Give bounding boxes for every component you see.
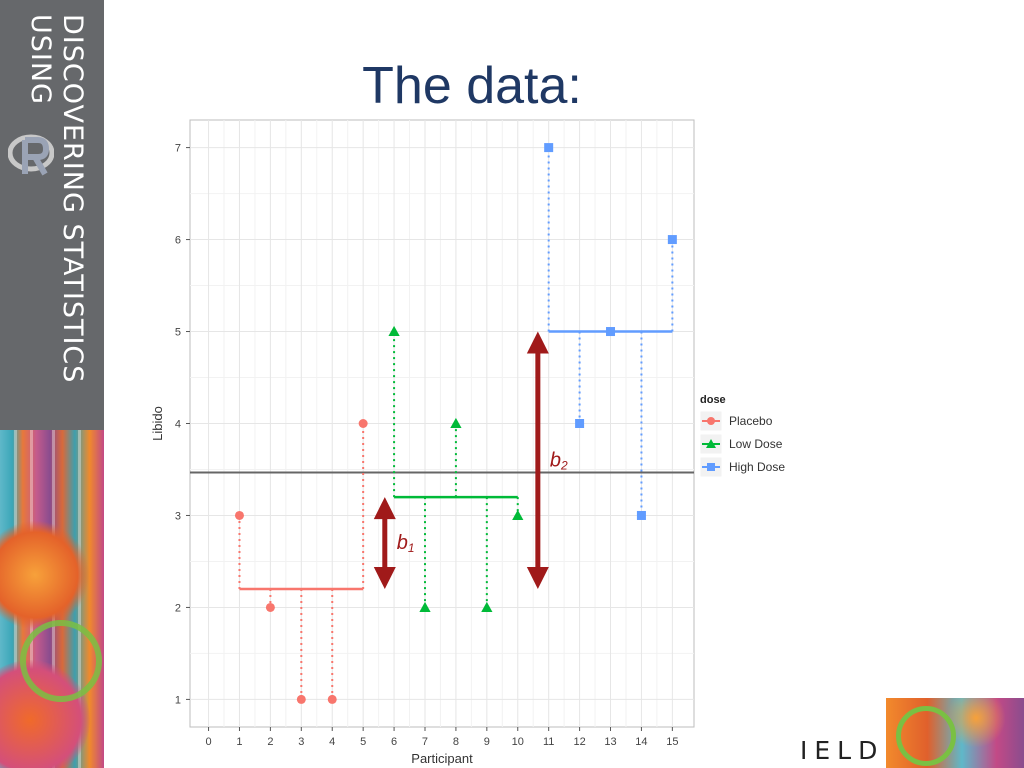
brand-line-2: USING bbox=[25, 14, 56, 105]
legend-key-marker-high-dose bbox=[707, 463, 715, 471]
b1-arrow-head-down bbox=[373, 567, 396, 590]
high-dose-point bbox=[667, 235, 677, 245]
legend-key-marker-placebo bbox=[707, 417, 715, 425]
x-tick-label: 7 bbox=[422, 736, 428, 748]
x-tick-label: 14 bbox=[635, 736, 647, 748]
placebo-point bbox=[358, 419, 368, 428]
sidebar-panel: DISCOVERING STATISTICS USING bbox=[0, 0, 104, 430]
legend-title: dose bbox=[700, 394, 726, 406]
x-axis-label: Participant bbox=[411, 751, 473, 766]
high-dose-point bbox=[606, 327, 616, 337]
x-tick-label: 10 bbox=[512, 736, 524, 748]
b1-arrow-head-up bbox=[373, 497, 396, 520]
y-tick-label: 1 bbox=[175, 694, 181, 706]
brand-line-1: DISCOVERING STATISTICS bbox=[57, 14, 88, 384]
x-tick-label: 8 bbox=[453, 736, 459, 748]
b2-arrow-head-down bbox=[526, 567, 549, 590]
high-dose-point bbox=[544, 143, 554, 153]
x-tick-label: 5 bbox=[360, 736, 366, 748]
x-tick-label: 3 bbox=[298, 736, 304, 748]
x-tick-label: 9 bbox=[484, 736, 490, 748]
low-dose-point bbox=[419, 601, 431, 612]
x-tick-label: 11 bbox=[543, 736, 554, 748]
y-tick-label: 5 bbox=[175, 327, 181, 339]
placebo-point bbox=[234, 510, 244, 520]
y-tick-label: 2 bbox=[175, 602, 181, 614]
x-tick-label: 0 bbox=[205, 736, 211, 748]
low-dose-point bbox=[481, 601, 493, 612]
high-dose-point bbox=[575, 419, 585, 428]
x-tick-label: 1 bbox=[236, 736, 242, 748]
x-tick-label: 12 bbox=[573, 736, 585, 748]
x-tick-label: 6 bbox=[391, 736, 397, 748]
legend-label-high-dose: High Dose bbox=[729, 460, 785, 474]
b1-label: b1 bbox=[397, 532, 415, 555]
low-dose-point bbox=[388, 325, 400, 337]
publisher-name-fragment: IELD bbox=[800, 736, 885, 765]
y-tick-label: 7 bbox=[175, 143, 181, 155]
decorative-art-strip bbox=[0, 430, 104, 768]
r-logo-icon bbox=[8, 134, 54, 176]
slide-title: The data: bbox=[362, 57, 582, 115]
y-tick-label: 4 bbox=[175, 419, 181, 431]
brand-vertical-text: DISCOVERING STATISTICS USING bbox=[24, 14, 88, 414]
legend-label-placebo: Placebo bbox=[729, 414, 773, 428]
b2-label: b2 bbox=[550, 449, 568, 472]
x-tick-label: 13 bbox=[604, 736, 616, 748]
high-dose-point bbox=[636, 510, 646, 520]
x-tick-label: 15 bbox=[666, 736, 678, 748]
low-dose-point bbox=[450, 417, 462, 428]
x-tick-label: 2 bbox=[267, 736, 273, 748]
y-tick-label: 3 bbox=[175, 510, 181, 522]
x-tick-label: 4 bbox=[329, 736, 335, 748]
y-axis-label: Libido bbox=[150, 406, 165, 441]
b2-arrow-head-up bbox=[526, 331, 549, 354]
placebo-point bbox=[265, 602, 275, 612]
publisher-logo-art bbox=[886, 698, 1024, 768]
low-dose-point bbox=[512, 509, 524, 520]
placebo-point bbox=[327, 694, 337, 704]
legend-key-marker-low-dose bbox=[706, 439, 716, 448]
y-tick-label: 6 bbox=[175, 235, 181, 247]
placebo-point bbox=[296, 694, 306, 704]
legend-label-low-dose: Low Dose bbox=[729, 437, 783, 451]
